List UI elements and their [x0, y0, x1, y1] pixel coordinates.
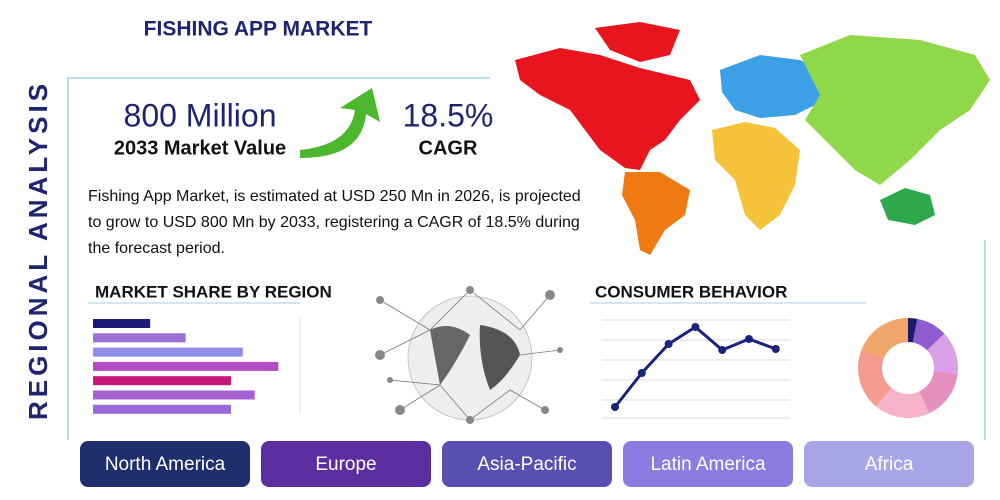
region-button[interactable]: Asia-Pacific: [442, 441, 612, 487]
region-button[interactable]: Latin America: [623, 441, 793, 487]
bar: [93, 361, 279, 371]
button-bg: [442, 441, 612, 487]
button-label: Latin America: [650, 454, 766, 475]
donut-segment: [926, 333, 958, 375]
donut-segment: [919, 371, 958, 414]
donut-segment: [876, 388, 930, 419]
stat-label: CAGR: [419, 137, 478, 159]
button-label: Africa: [865, 454, 914, 475]
donut-segment: [861, 317, 908, 359]
globe-network: [375, 286, 563, 424]
button-label: Europe: [315, 454, 376, 475]
bar: [93, 347, 243, 357]
button-label: North America: [105, 454, 226, 475]
section-title: MARKET SHARE BY REGION: [95, 282, 332, 301]
world-map: [515, 22, 990, 255]
button-label: Asia-Pacific: [477, 454, 576, 475]
bar: [93, 376, 231, 386]
donut-segment: [858, 349, 892, 407]
side-title: REGIONAL ANALYSIS: [23, 80, 53, 420]
growth-arrow: [300, 88, 380, 158]
description: Fishing App Market, is estimated at USD …: [88, 188, 581, 257]
button-bg: [80, 441, 250, 487]
line-point: [745, 335, 753, 343]
region-button[interactable]: Europe: [261, 441, 431, 487]
bar: [93, 404, 231, 414]
donut-segment: [908, 318, 918, 343]
section-title: CONSUMER BEHAVIOR: [595, 282, 787, 301]
stat-label: 2033 Market Value: [114, 137, 286, 159]
frame: [67, 77, 490, 440]
title: FISHING APP MARKET: [144, 18, 373, 41]
stat-value: 18.5%: [403, 97, 494, 133]
donut-segment: [912, 318, 945, 351]
line-point: [611, 403, 619, 411]
region-button[interactable]: Africa: [804, 441, 974, 487]
line-point: [637, 369, 646, 377]
line-point: [664, 340, 673, 348]
button-bg: [623, 441, 793, 487]
line-point: [771, 345, 780, 353]
description-box: Fishing App Market, is estimated at USD …: [88, 188, 581, 257]
line-point: [718, 346, 727, 354]
bar: [93, 319, 151, 328]
region-button[interactable]: North America: [80, 441, 250, 487]
button-bg: [261, 441, 431, 487]
stat-value: 800 Million: [124, 97, 277, 133]
line-point: [691, 323, 700, 331]
bar: [93, 390, 255, 400]
bar: [93, 333, 186, 343]
button-bg: [804, 441, 974, 487]
